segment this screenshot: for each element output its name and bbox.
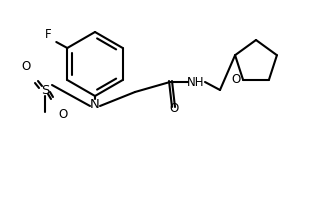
Text: O: O [21, 60, 31, 73]
Text: F: F [45, 28, 52, 41]
Text: O: O [59, 107, 68, 121]
Text: O: O [169, 101, 179, 115]
Text: S: S [41, 83, 49, 97]
Text: O: O [232, 73, 241, 86]
Text: NH: NH [187, 76, 205, 88]
Text: N: N [90, 98, 100, 110]
